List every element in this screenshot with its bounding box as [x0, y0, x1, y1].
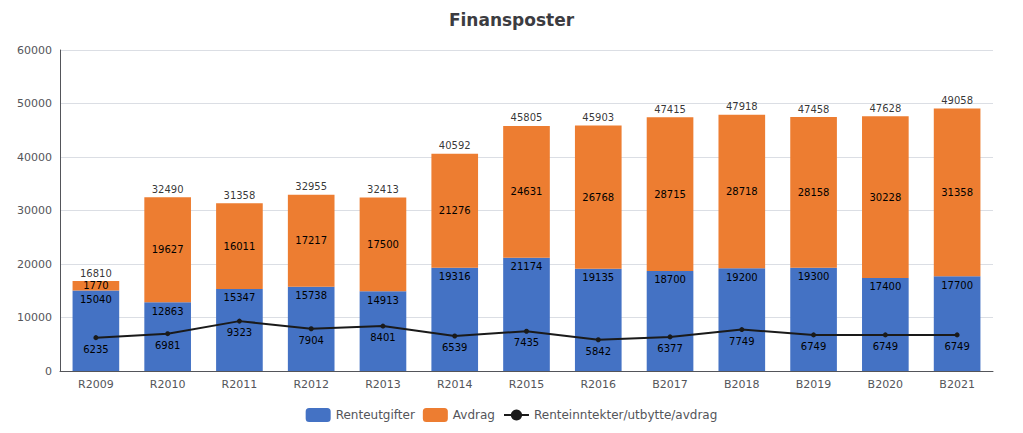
svg-text:47628: 47628	[869, 103, 901, 114]
svg-text:7749: 7749	[729, 336, 754, 347]
svg-text:R2011: R2011	[222, 378, 258, 391]
svg-text:47918: 47918	[726, 101, 758, 112]
svg-text:17500: 17500	[367, 239, 399, 250]
svg-text:R2012: R2012	[293, 378, 329, 391]
svg-text:B2021: B2021	[939, 378, 975, 391]
svg-text:6539: 6539	[442, 342, 467, 353]
svg-text:32413: 32413	[367, 184, 399, 195]
svg-text:49058: 49058	[941, 95, 973, 106]
svg-text:6749: 6749	[873, 341, 898, 352]
svg-text:60000: 60000	[17, 44, 52, 57]
svg-text:28158: 28158	[798, 187, 830, 198]
svg-text:R2014: R2014	[437, 378, 473, 391]
svg-text:47415: 47415	[654, 104, 686, 115]
svg-text:12863: 12863	[152, 306, 184, 317]
svg-text:16011: 16011	[224, 241, 256, 252]
svg-text:10000: 10000	[17, 311, 52, 324]
svg-text:17400: 17400	[869, 281, 901, 292]
svg-text:45903: 45903	[582, 112, 614, 123]
svg-text:R2016: R2016	[580, 378, 616, 391]
svg-text:24631: 24631	[511, 186, 543, 197]
svg-text:15738: 15738	[295, 290, 327, 301]
svg-text:21276: 21276	[439, 205, 471, 216]
svg-text:6235: 6235	[83, 344, 108, 355]
svg-text:19316: 19316	[439, 271, 471, 282]
svg-text:17217: 17217	[295, 235, 327, 246]
svg-text:28718: 28718	[726, 186, 758, 197]
svg-text:7435: 7435	[514, 337, 539, 348]
svg-text:B2020: B2020	[868, 378, 904, 391]
svg-text:26768: 26768	[582, 192, 614, 203]
svg-text:15347: 15347	[224, 292, 256, 303]
svg-text:32955: 32955	[295, 181, 327, 192]
svg-text:B2019: B2019	[796, 378, 832, 391]
svg-text:40592: 40592	[439, 140, 471, 151]
svg-text:30000: 30000	[17, 204, 52, 217]
svg-text:19627: 19627	[152, 244, 184, 255]
svg-text:0: 0	[45, 365, 52, 378]
svg-text:7904: 7904	[298, 335, 323, 346]
svg-text:9323: 9323	[227, 327, 252, 338]
svg-text:6981: 6981	[155, 340, 180, 351]
svg-text:20000: 20000	[17, 258, 52, 271]
svg-text:14913: 14913	[367, 295, 399, 306]
svg-text:B2018: B2018	[724, 378, 760, 391]
svg-text:47458: 47458	[798, 104, 830, 115]
svg-text:15040: 15040	[80, 294, 112, 305]
svg-text:19200: 19200	[726, 272, 758, 283]
svg-text:16810: 16810	[80, 268, 112, 279]
svg-text:1770: 1770	[83, 280, 108, 291]
svg-text:40000: 40000	[17, 151, 52, 164]
svg-text:R2010: R2010	[150, 378, 186, 391]
svg-text:31358: 31358	[941, 187, 973, 198]
svg-text:28715: 28715	[654, 189, 686, 200]
svg-text:8401: 8401	[370, 332, 395, 343]
svg-text:18700: 18700	[654, 274, 686, 285]
svg-text:50000: 50000	[17, 97, 52, 110]
svg-text:32490: 32490	[152, 184, 184, 195]
svg-text:17700: 17700	[941, 280, 973, 291]
svg-text:6749: 6749	[801, 341, 826, 352]
svg-text:19135: 19135	[582, 272, 614, 283]
svg-text:Finansposter: Finansposter	[449, 10, 575, 30]
svg-text:21174: 21174	[511, 261, 543, 272]
svg-text:30228: 30228	[869, 192, 901, 203]
svg-text:R2015: R2015	[509, 378, 545, 391]
svg-text:6749: 6749	[944, 341, 969, 352]
svg-text:19300: 19300	[798, 271, 830, 282]
svg-text:45805: 45805	[511, 112, 543, 123]
svg-text:6377: 6377	[657, 343, 682, 354]
svg-text:R2013: R2013	[365, 378, 401, 391]
svg-text:31358: 31358	[224, 190, 256, 201]
svg-text:B2017: B2017	[652, 378, 688, 391]
svg-text:5842: 5842	[586, 346, 611, 357]
svg-text:Renteutgifter: Renteutgifter	[336, 408, 415, 422]
svg-text:Avdrag: Avdrag	[453, 408, 495, 422]
svg-text:Renteinntekter/utbytte/avdrag: Renteinntekter/utbytte/avdrag	[534, 408, 717, 422]
svg-text:R2009: R2009	[78, 378, 114, 391]
